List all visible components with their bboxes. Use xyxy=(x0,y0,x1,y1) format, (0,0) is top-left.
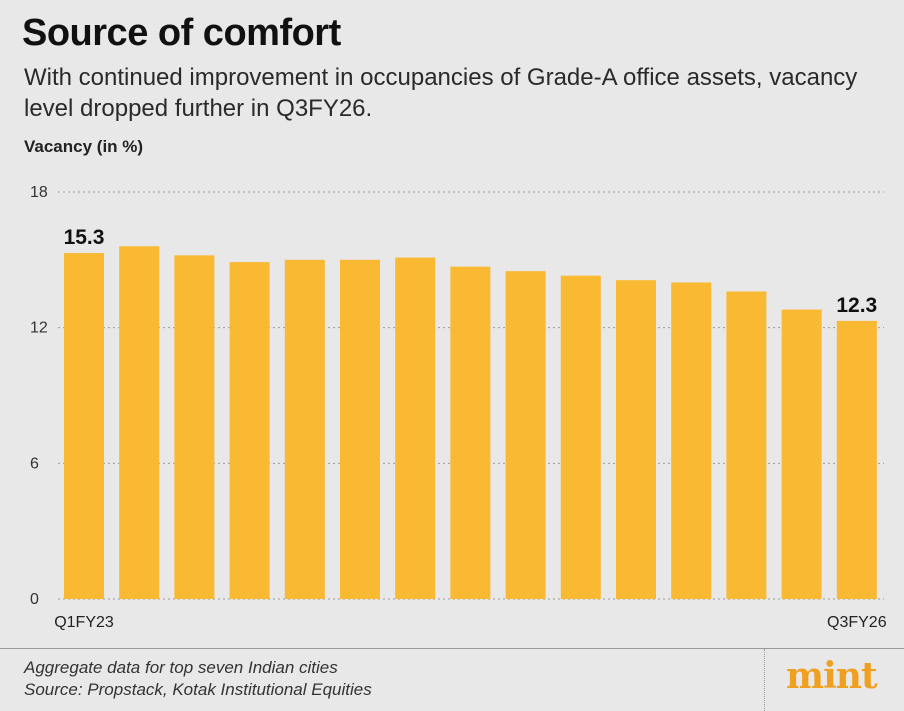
y-tick-label: 0 xyxy=(30,591,39,608)
bar xyxy=(726,291,767,599)
bar xyxy=(395,257,436,599)
data-label: 12.3 xyxy=(836,294,877,317)
bar xyxy=(340,259,380,599)
bar xyxy=(505,271,546,599)
bar xyxy=(64,253,104,600)
bar xyxy=(671,282,712,599)
data-label: 15.3 xyxy=(64,226,105,249)
chart-title: Source of comfort xyxy=(22,12,341,54)
footer: Aggregate data for top seven Indian citi… xyxy=(0,648,904,711)
x-tick-label: Q1FY23 xyxy=(54,614,114,631)
y-axis-label: Vacancy (in %) xyxy=(24,137,144,156)
y-tick-label: 12 xyxy=(30,320,48,337)
bar-chart: 0 6 12 18 15.3 Q1FY23 12.3 Q3FY26 xyxy=(30,184,887,631)
bar xyxy=(229,262,270,599)
footer-divider xyxy=(764,649,765,711)
chart-subtitle: With continued improvement in occupancie… xyxy=(24,64,858,122)
bar xyxy=(560,275,601,599)
y-tick-label: 6 xyxy=(30,455,39,472)
bar xyxy=(836,320,877,599)
x-tick-label: Q3FY26 xyxy=(827,614,887,631)
footnote-note: Aggregate data for top seven Indian citi… xyxy=(24,658,338,677)
footnote-source: Source: Propstack, Kotak Institutional E… xyxy=(24,680,372,699)
bar xyxy=(781,309,822,599)
footnote: Aggregate data for top seven Indian citi… xyxy=(24,657,372,701)
bar xyxy=(119,246,160,599)
bar xyxy=(284,259,325,599)
y-tick-label: 18 xyxy=(30,184,48,201)
bar xyxy=(450,266,491,599)
mint-logo: mint xyxy=(786,655,878,697)
bar xyxy=(174,255,215,600)
bar xyxy=(616,280,656,599)
